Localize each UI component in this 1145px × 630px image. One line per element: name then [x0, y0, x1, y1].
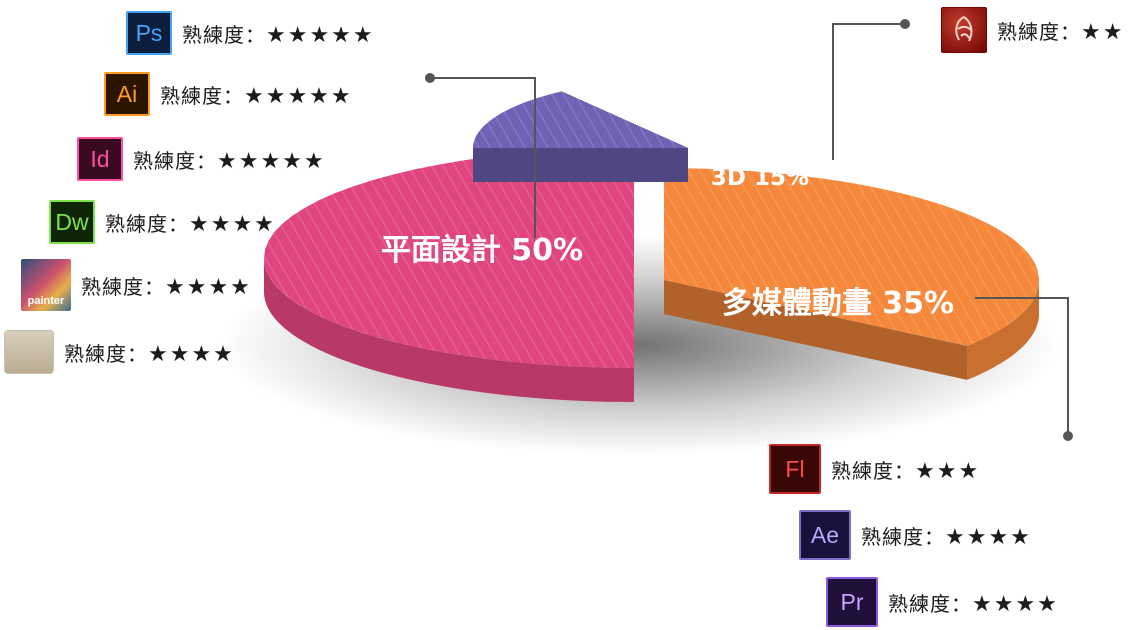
slice-graphic-design — [264, 148, 634, 402]
skill-photoshop: Ps 熟練度：★★★★★ — [126, 11, 375, 55]
star-rating: ★★★★ — [189, 211, 276, 237]
slice-label-3d: 3D 15% — [711, 165, 809, 191]
slice-3d — [473, 91, 688, 182]
skill-indesign: Id 熟練度：★★★★★ — [77, 137, 326, 181]
skill-painter: painter 熟練度：★★★★ — [21, 259, 252, 311]
skill-label: 熟練度： — [997, 19, 1081, 44]
skill-label: 熟練度： — [133, 148, 217, 173]
slice-multimedia-texture — [664, 168, 1039, 346]
maya-logo — [955, 16, 973, 42]
slice-graphic-design-texture — [264, 148, 634, 368]
slice-label-graphic-design: 平面設計 50% — [381, 233, 583, 268]
connector-line-3d — [832, 23, 905, 160]
star-rating: ★★★ — [915, 458, 981, 484]
slice-3d-texture — [473, 91, 688, 148]
star-rating: ★★★★ — [165, 274, 252, 300]
photoshop-icon: Ps — [126, 11, 172, 55]
connector-dot — [1063, 431, 1073, 441]
connector-line-graphic-design — [430, 77, 536, 238]
premiere-icon: Pr — [826, 577, 878, 627]
skill-label: 熟練度： — [64, 341, 148, 366]
dreamweaver-icon: Dw — [49, 200, 95, 244]
skill-premiere: Pr 熟練度：★★★★ — [826, 577, 1059, 627]
maya-icon — [941, 7, 987, 53]
illustrator-icon: Ai — [104, 72, 150, 116]
slice-multimedia-side — [967, 280, 1039, 380]
skill-beige-app: 熟練度：★★★★ — [4, 330, 235, 374]
skill-label: 熟練度： — [888, 591, 972, 616]
connector-line-multimedia — [975, 297, 1069, 436]
star-rating: ★★★★★ — [217, 148, 326, 174]
skill-label: 熟練度： — [861, 524, 945, 549]
slice-graphic-design-side — [264, 258, 634, 402]
star-rating: ★★★★ — [972, 591, 1059, 617]
slice-multimedia-cut-face — [664, 280, 968, 380]
connector-lines — [430, 23, 1069, 436]
skill-label: 熟練度： — [182, 22, 266, 47]
skill-flash: Fl 熟練度：★★★ — [769, 444, 980, 494]
skill-illustrator: Ai 熟練度：★★★★★ — [104, 72, 353, 116]
skill-label: 熟練度： — [81, 274, 165, 299]
skill-dreamweaver: Dw 熟練度：★★★★ — [49, 200, 276, 244]
skill-after-effects: Ae 熟練度：★★★★ — [799, 510, 1032, 560]
indesign-icon: Id — [77, 137, 123, 181]
connector-dot — [425, 73, 435, 83]
skill-label: 熟練度： — [105, 211, 189, 236]
slice-multimedia — [664, 168, 1039, 380]
star-rating: ★★★★ — [148, 341, 235, 367]
skill-maya: 熟練度：★★ — [941, 7, 1124, 53]
skill-label: 熟練度： — [831, 458, 915, 483]
connector-dot — [900, 19, 910, 29]
slice-label-multimedia: 多媒體動畫 35% — [722, 286, 954, 321]
flash-icon: Fl — [769, 444, 821, 494]
star-rating: ★★ — [1081, 19, 1125, 45]
connector-dots — [425, 19, 1073, 441]
star-rating: ★★★★★ — [266, 22, 375, 48]
beige-app-icon — [4, 330, 54, 374]
star-rating: ★★★★ — [945, 524, 1032, 550]
after-effects-icon: Ae — [799, 510, 851, 560]
painter-icon: painter — [21, 259, 71, 311]
skill-label: 熟練度： — [160, 83, 244, 108]
star-rating: ★★★★★ — [244, 83, 353, 109]
